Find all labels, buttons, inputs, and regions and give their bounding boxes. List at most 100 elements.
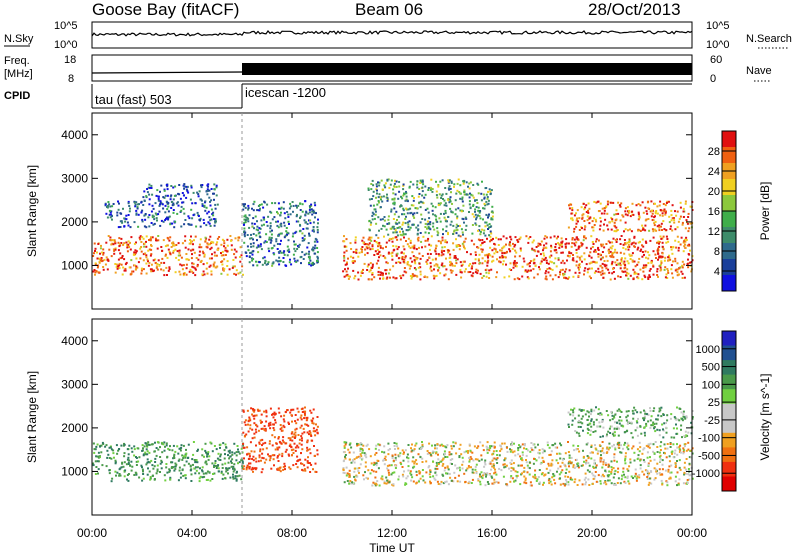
echo-cell (387, 469, 390, 472)
echo-cell (395, 236, 398, 239)
echo-cell (571, 217, 574, 220)
echo-cell (154, 262, 157, 265)
echo-cell (554, 246, 557, 248)
echo-cell (451, 269, 454, 272)
echo-cell (111, 214, 113, 217)
echo-cell (280, 211, 282, 214)
echo-cell (256, 220, 258, 223)
echo-cell (628, 238, 631, 241)
echo-cell (439, 460, 442, 463)
echo-cell (536, 273, 539, 276)
echo-cell (253, 432, 256, 435)
echo-cell (213, 224, 216, 227)
echo-cell (461, 231, 464, 234)
echo-cell (633, 245, 636, 248)
echo-cell (543, 237, 546, 240)
echo-cell (613, 230, 616, 233)
echo-cell (173, 455, 176, 458)
echo-cell (656, 268, 659, 270)
echo-cell (646, 472, 649, 475)
echo-cell (539, 262, 542, 265)
echo-cell (373, 461, 376, 464)
echo-cell (484, 484, 487, 487)
echo-cell (559, 465, 562, 468)
echo-cell (490, 239, 493, 242)
echo-cell (208, 265, 211, 268)
echo-cell (284, 442, 287, 445)
echo-cell (436, 467, 439, 470)
echo-cell (264, 259, 267, 262)
echo-cell (667, 271, 670, 274)
echo-cell (471, 213, 474, 216)
echo-cell (243, 465, 246, 468)
echo-cell (216, 237, 219, 240)
echo-cell (593, 224, 596, 226)
echo-cell (230, 248, 233, 251)
echo-cell (249, 462, 252, 465)
echo-cell (272, 423, 275, 426)
echo-cell (100, 258, 103, 261)
echo-cell (166, 471, 169, 474)
echo-cell (216, 248, 219, 251)
echo-cell (133, 251, 136, 254)
echo-cell (415, 268, 417, 271)
echo-cell (276, 211, 278, 214)
echo-cell (454, 199, 457, 202)
echo-cell (457, 178, 460, 181)
echo-cell (172, 444, 175, 447)
echo-cell (289, 467, 292, 470)
echo-cell (370, 239, 373, 242)
echo-cell (242, 410, 245, 413)
echo-cell (294, 446, 297, 449)
echo-cell (208, 257, 211, 260)
echo-cell (645, 264, 647, 267)
echo-cell (203, 253, 206, 256)
echo-cell (173, 453, 176, 456)
echo-cell (246, 446, 249, 449)
echo-cell (247, 423, 249, 426)
echo-cell (370, 236, 373, 239)
echo-cell (206, 262, 209, 265)
echo-cell (458, 224, 461, 227)
echo-cell (146, 453, 149, 456)
echo-cell (354, 260, 356, 263)
echo-cell (250, 251, 253, 254)
echo-cell (521, 472, 523, 475)
echo-cell (435, 218, 438, 221)
echo-cell (274, 448, 277, 451)
echo-cell (432, 274, 435, 277)
echo-cell (366, 243, 368, 246)
echo-cell (152, 467, 155, 470)
echo-cell (304, 469, 307, 472)
echo-cell (627, 229, 629, 232)
echo-cell (110, 243, 113, 246)
echo-cell (126, 246, 129, 249)
echo-cell (680, 270, 683, 273)
echo-cell (306, 466, 309, 469)
echo-cell (395, 231, 398, 234)
echo-cell (178, 184, 181, 186)
echo-cell (353, 475, 356, 478)
echo-cell (205, 479, 208, 481)
echo-cell (452, 248, 455, 251)
echo-cell (616, 482, 619, 484)
echo-cell (588, 255, 591, 258)
echo-cell (613, 277, 616, 280)
echo-cell (370, 188, 373, 191)
echo-cell (603, 272, 606, 275)
echo-cell (358, 467, 361, 469)
echo-cell (644, 266, 647, 269)
echo-cell (284, 465, 286, 468)
echo-cell (430, 269, 433, 272)
echo-cell (601, 262, 604, 265)
echo-cell (313, 247, 316, 250)
echo-cell (371, 218, 374, 221)
echo-cell (283, 462, 286, 465)
echo-cell (391, 483, 394, 486)
echo-cell (107, 453, 110, 456)
echo-cell (304, 410, 307, 413)
echo-cell (607, 465, 610, 468)
echo-cell (390, 252, 393, 255)
echo-cell (253, 227, 255, 230)
echo-cell (455, 273, 458, 276)
